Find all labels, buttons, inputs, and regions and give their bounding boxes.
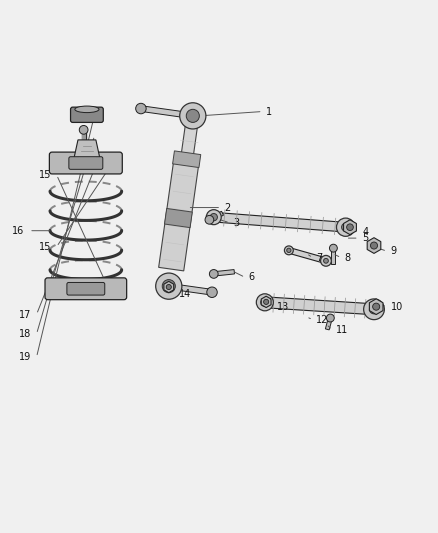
Circle shape: [180, 103, 206, 129]
Polygon shape: [325, 318, 332, 330]
Text: 8: 8: [345, 253, 351, 263]
Polygon shape: [343, 220, 357, 235]
Polygon shape: [213, 212, 346, 232]
FancyBboxPatch shape: [67, 282, 105, 295]
FancyBboxPatch shape: [69, 157, 103, 169]
Circle shape: [79, 125, 88, 134]
Circle shape: [209, 270, 218, 278]
Text: 16: 16: [11, 225, 24, 236]
Circle shape: [346, 224, 353, 231]
Circle shape: [256, 294, 273, 311]
Polygon shape: [367, 238, 381, 253]
Polygon shape: [214, 270, 234, 276]
Polygon shape: [173, 151, 201, 167]
Circle shape: [342, 223, 350, 231]
Text: 10: 10: [391, 302, 403, 312]
Circle shape: [284, 246, 293, 255]
Circle shape: [136, 103, 146, 114]
Polygon shape: [288, 248, 327, 263]
Text: 9: 9: [391, 246, 397, 256]
Polygon shape: [164, 282, 212, 295]
Polygon shape: [265, 297, 374, 314]
Text: 15: 15: [39, 242, 51, 252]
Text: 11: 11: [336, 325, 348, 335]
Text: 6: 6: [249, 272, 255, 282]
Circle shape: [166, 285, 171, 289]
Circle shape: [324, 259, 328, 263]
Circle shape: [210, 214, 217, 221]
Polygon shape: [332, 248, 336, 264]
Circle shape: [261, 298, 269, 306]
FancyBboxPatch shape: [71, 107, 103, 123]
Text: 13: 13: [277, 302, 290, 312]
Text: 3: 3: [233, 218, 240, 228]
Polygon shape: [208, 211, 223, 222]
Circle shape: [369, 305, 378, 314]
Circle shape: [287, 248, 291, 253]
Polygon shape: [261, 296, 271, 308]
Text: 5: 5: [362, 233, 368, 243]
Text: 19: 19: [19, 352, 31, 362]
Polygon shape: [159, 162, 198, 271]
Circle shape: [205, 215, 214, 224]
Circle shape: [373, 303, 380, 310]
Text: 4: 4: [362, 227, 368, 237]
Circle shape: [206, 209, 221, 224]
Polygon shape: [165, 208, 192, 228]
Circle shape: [329, 244, 337, 252]
Circle shape: [371, 242, 378, 249]
Text: 12: 12: [316, 315, 329, 325]
Circle shape: [186, 109, 199, 123]
Text: 1: 1: [266, 107, 272, 117]
Text: 15: 15: [39, 170, 51, 180]
Circle shape: [207, 287, 217, 297]
Circle shape: [336, 218, 355, 236]
Circle shape: [264, 300, 268, 304]
Circle shape: [162, 280, 175, 293]
FancyBboxPatch shape: [45, 278, 127, 300]
Polygon shape: [369, 299, 383, 314]
FancyBboxPatch shape: [49, 152, 122, 174]
Circle shape: [155, 273, 182, 299]
Polygon shape: [180, 115, 199, 164]
Text: 2: 2: [225, 203, 231, 213]
Circle shape: [321, 255, 332, 266]
Polygon shape: [73, 140, 101, 164]
Circle shape: [364, 299, 385, 320]
Text: 18: 18: [19, 329, 31, 339]
Polygon shape: [164, 281, 174, 293]
Circle shape: [326, 314, 334, 322]
Ellipse shape: [75, 106, 99, 112]
Text: 14: 14: [179, 288, 191, 298]
Text: 7: 7: [316, 253, 323, 263]
Polygon shape: [141, 106, 202, 120]
Text: 17: 17: [19, 310, 31, 319]
